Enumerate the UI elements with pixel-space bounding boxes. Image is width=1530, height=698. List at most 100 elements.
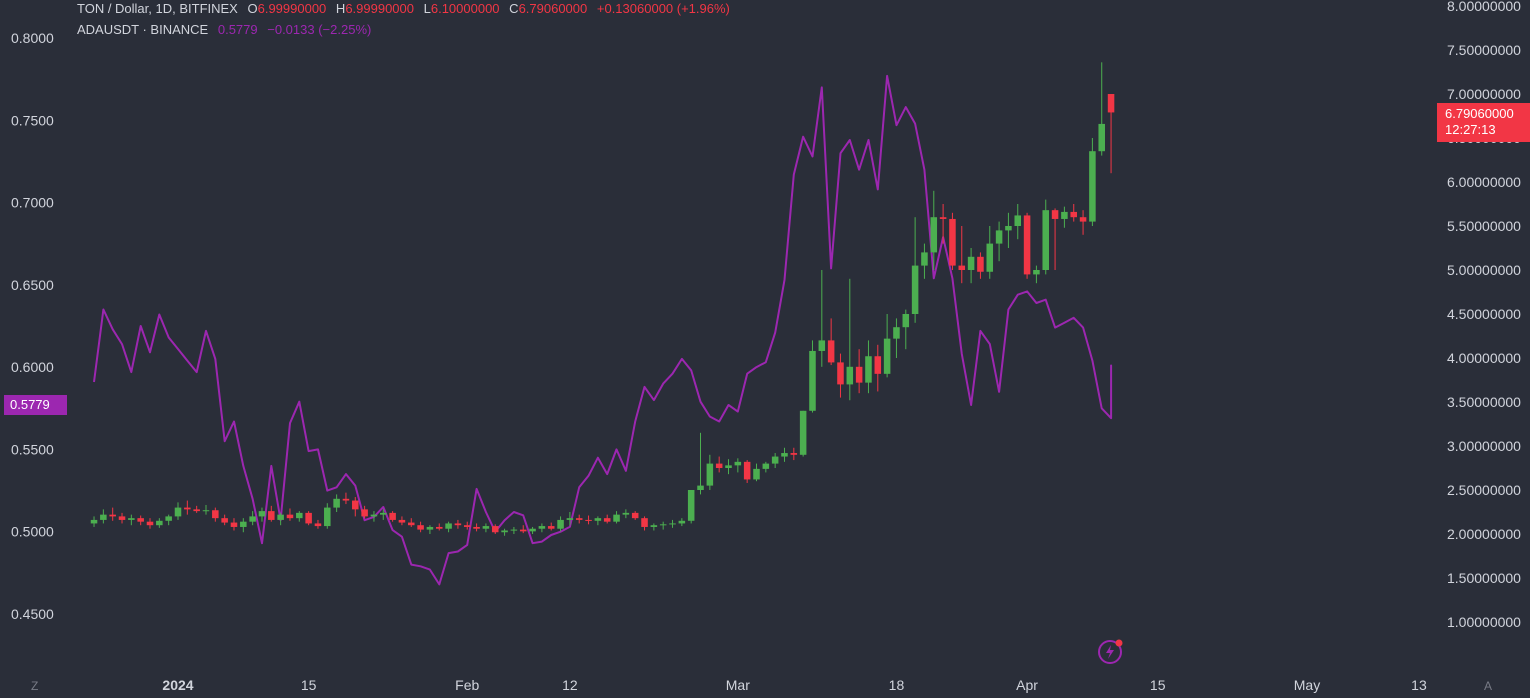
legend-high-value: 6.99990000 xyxy=(345,1,414,16)
candle xyxy=(1033,265,1040,284)
candle xyxy=(762,461,770,473)
x-tick-label: Apr xyxy=(1016,677,1038,693)
right-axis-tick-label: 4.00000000 xyxy=(1447,350,1521,366)
candle xyxy=(575,514,583,524)
candle-body xyxy=(352,500,359,510)
overlay-price-tag: 0.5779 xyxy=(4,395,67,415)
candle-body xyxy=(100,514,107,520)
candle-body xyxy=(491,526,499,533)
candle-body xyxy=(1079,217,1087,222)
candle xyxy=(865,340,872,394)
candle-body xyxy=(1089,151,1096,222)
candle xyxy=(995,221,1003,262)
x-tick-label: 13 xyxy=(1411,677,1427,693)
candle xyxy=(1005,212,1012,248)
candle xyxy=(174,502,182,520)
candle-body xyxy=(90,519,98,524)
candle-body xyxy=(417,525,424,530)
candle-body xyxy=(995,230,1003,244)
candle xyxy=(202,504,210,515)
legend-close-value: 6.79060000 xyxy=(518,1,588,16)
candle-body xyxy=(118,516,126,520)
candle-body xyxy=(380,512,387,515)
candle xyxy=(314,519,322,529)
candle xyxy=(743,460,751,483)
candle-body xyxy=(771,456,779,464)
candle xyxy=(921,243,928,279)
candle xyxy=(296,511,303,522)
candle xyxy=(902,309,910,350)
x-tick-label: 2024 xyxy=(162,677,193,693)
candle xyxy=(212,507,219,522)
candle-body xyxy=(781,453,788,457)
bolt-icon[interactable] xyxy=(1097,637,1125,665)
candle-body xyxy=(230,522,238,527)
candle xyxy=(445,521,452,533)
x-tick-label: Mar xyxy=(726,677,750,693)
candle-body xyxy=(454,523,462,526)
right-axis-tick-label: 3.50000000 xyxy=(1447,394,1521,410)
candle-body xyxy=(221,518,228,523)
candle-body xyxy=(501,530,508,533)
candle xyxy=(221,514,228,526)
right-axis-tick-label: 4.50000000 xyxy=(1447,306,1521,322)
legend-main-row[interactable]: TON / Dollar, 1D, BITFINEX O6.99990000 H… xyxy=(77,0,730,19)
candle-body xyxy=(109,514,116,517)
candle-body xyxy=(594,518,602,521)
candle-body xyxy=(706,463,714,486)
candle-body xyxy=(1070,211,1078,218)
candle-body xyxy=(258,511,266,517)
x-tick-label: May xyxy=(1294,677,1320,693)
right-axis-tick-label: 7.50000000 xyxy=(1447,42,1521,58)
candle-body xyxy=(445,523,452,529)
candle xyxy=(715,456,723,473)
candle xyxy=(184,500,191,515)
candle xyxy=(529,526,536,534)
candle xyxy=(622,509,630,519)
candle-body xyxy=(463,525,471,527)
legend-low-value: 6.10000000 xyxy=(430,1,500,16)
candle xyxy=(659,521,667,530)
x-axis[interactable]: 2024 15 Feb 12 Mar 18 Apr 15 May 13 xyxy=(162,677,1427,693)
legend-change: +0.13060000 (+1.96%) xyxy=(596,1,730,16)
corner-right-label: A xyxy=(1484,679,1492,693)
candle-body xyxy=(1005,226,1012,231)
candle xyxy=(818,270,826,367)
candle-body xyxy=(902,314,910,328)
candle xyxy=(137,515,144,526)
last-price-value: 6.79060000 xyxy=(1445,106,1514,121)
legend-overlay-row[interactable]: ADAUSDT · BINANCE 0.5779 −0.0133 (−2.25%… xyxy=(77,19,730,40)
candle xyxy=(949,212,956,270)
candle xyxy=(193,505,200,513)
left-axis-tick-label: 0.7000 xyxy=(11,195,54,211)
legend-overlay-value: 0.5779 xyxy=(217,22,258,37)
legend-overlay-symbol[interactable]: ADAUSDT · BINANCE xyxy=(77,22,209,37)
x-tick-label: 15 xyxy=(301,677,317,693)
candle xyxy=(361,505,368,519)
candle xyxy=(855,349,863,394)
left-axis-tick-label: 0.5500 xyxy=(11,441,54,457)
candle xyxy=(519,525,527,534)
right-axis-tick-label: 2.00000000 xyxy=(1447,526,1521,542)
candle xyxy=(370,511,378,522)
left-axis-tick-label: 0.8000 xyxy=(11,30,54,46)
left-axis-tick-label: 0.5000 xyxy=(11,524,54,540)
candle xyxy=(1070,204,1078,222)
legend: TON / Dollar, 1D, BITFINEX O6.99990000 H… xyxy=(77,0,730,40)
candle-body xyxy=(557,519,564,529)
right-axis-tick-label: 8.00000000 xyxy=(1447,0,1521,14)
candle xyxy=(1098,62,1105,156)
candle-body xyxy=(827,340,835,363)
candle-body xyxy=(715,463,723,468)
right-price-axis[interactable]: 8.000000007.500000007.000000006.50000000… xyxy=(1447,0,1521,630)
candle-body xyxy=(435,526,443,529)
x-tick-label: Feb xyxy=(455,677,479,693)
legend-main-symbol[interactable]: TON / Dollar, 1D, BITFINEX xyxy=(77,1,238,16)
candle-body xyxy=(1061,211,1068,219)
left-price-axis[interactable]: 0.8000 0.7500 0.7000 0.6500 0.6000 0.5500 0.50… xyxy=(11,30,54,622)
candle xyxy=(1051,208,1059,270)
candle-body xyxy=(603,518,611,522)
candle-body xyxy=(687,490,695,521)
candle-body xyxy=(277,514,284,520)
